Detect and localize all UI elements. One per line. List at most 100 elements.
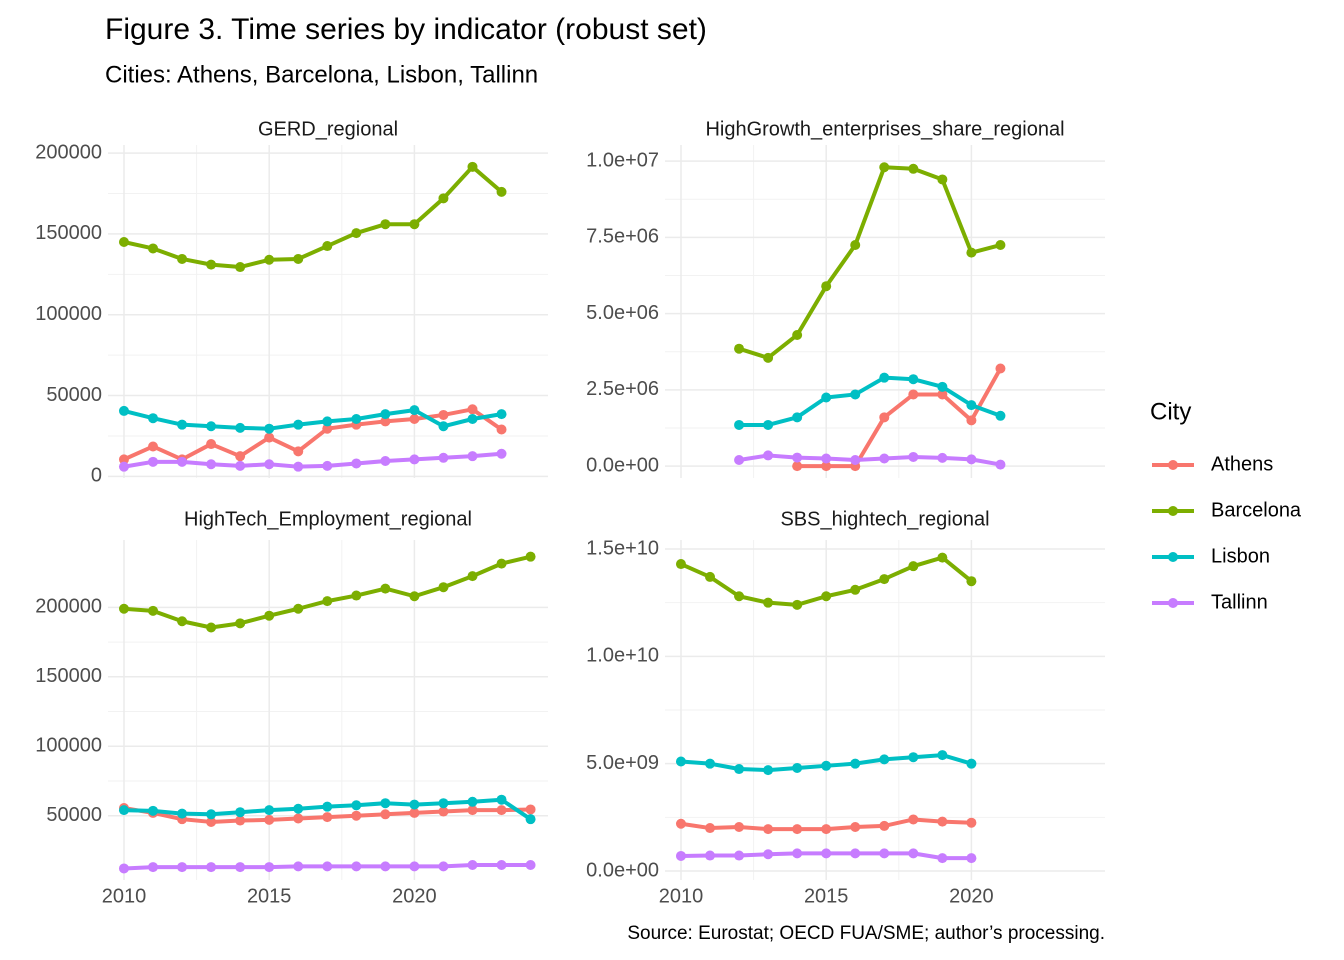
data-point [821, 461, 832, 472]
data-point [496, 186, 507, 197]
data-point [966, 415, 977, 426]
y-tick-label: 200000 [35, 596, 102, 618]
data-point [879, 848, 890, 859]
data-point [496, 558, 507, 569]
data-point [409, 799, 420, 810]
data-point [908, 163, 919, 174]
chart-title: Figure 3. Time series by indicator (robu… [105, 13, 707, 46]
data-point [235, 422, 246, 433]
series-line [738, 453, 1001, 467]
data-point [118, 863, 129, 874]
data-point [148, 456, 159, 467]
data-point [879, 820, 890, 831]
data-point [293, 861, 304, 872]
data-point [177, 419, 188, 430]
data-point [821, 453, 832, 464]
data-point [525, 551, 536, 562]
data-point [380, 809, 391, 820]
data-point [937, 389, 948, 400]
legend-label: Athens [1211, 453, 1273, 475]
data-point [908, 561, 919, 572]
data-point [995, 410, 1006, 421]
data-point [821, 591, 832, 602]
data-point [995, 363, 1006, 374]
data-point [937, 552, 948, 563]
data-point [322, 423, 333, 434]
data-point [235, 815, 246, 826]
data-point [792, 762, 803, 773]
data-point [293, 253, 304, 264]
data-point [118, 805, 129, 816]
data-point [908, 451, 919, 462]
data-point [351, 800, 362, 811]
data-point [763, 597, 774, 608]
data-point [438, 582, 449, 593]
data-point [937, 750, 948, 761]
data-point [705, 758, 716, 769]
legend-title: City [1150, 398, 1191, 425]
data-point [908, 814, 919, 825]
y-tick-label: 0.0e+00 [586, 859, 659, 881]
legend-key-point [1168, 506, 1178, 516]
data-point [792, 824, 803, 835]
y-tick-label: 7.5e+06 [586, 226, 659, 248]
data-point [409, 405, 420, 416]
legend-label: Barcelona [1211, 499, 1302, 521]
data-point [467, 571, 478, 582]
data-point [293, 803, 304, 814]
data-point [850, 584, 861, 595]
data-point [177, 253, 188, 264]
data-point [438, 421, 449, 432]
data-point [293, 419, 304, 430]
x-tick-label: 2020 [392, 885, 437, 907]
data-point [322, 861, 333, 872]
data-point [792, 461, 803, 472]
data-point [264, 814, 275, 825]
data-point [322, 460, 333, 471]
data-point [118, 461, 129, 472]
data-point [734, 850, 745, 861]
x-tick-label: 2020 [949, 885, 994, 907]
data-point [496, 409, 507, 420]
data-point [380, 409, 391, 420]
data-point [763, 450, 774, 461]
data-point [937, 816, 948, 827]
data-point [235, 451, 246, 462]
data-point [293, 603, 304, 614]
data-point [763, 419, 774, 430]
data-point [467, 451, 478, 462]
data-point [438, 806, 449, 817]
data-point [351, 413, 362, 424]
data-point [264, 254, 275, 265]
data-point [380, 861, 391, 872]
y-tick-label: 150000 [35, 222, 102, 244]
data-point [264, 459, 275, 470]
data-point [879, 453, 890, 464]
data-point [821, 760, 832, 771]
data-point [792, 452, 803, 463]
data-point [908, 374, 919, 385]
data-point [937, 452, 948, 463]
y-tick-label: 150000 [35, 665, 102, 687]
facet-title: HighTech_Employment_regional [184, 508, 472, 530]
data-point [322, 596, 333, 607]
data-point [409, 454, 420, 465]
data-point [792, 599, 803, 610]
y-tick-label: 0 [91, 465, 102, 487]
data-point [148, 862, 159, 873]
y-tick-label: 1.5e+10 [586, 537, 659, 559]
data-point [438, 798, 449, 809]
data-point [206, 816, 217, 827]
chart-subtitle: Cities: Athens, Barcelona, Lisbon, Talli… [105, 61, 538, 88]
data-point [675, 818, 686, 829]
data-point [850, 848, 861, 859]
data-point [438, 861, 449, 872]
data-point [409, 861, 420, 872]
legend-key-point [1168, 460, 1178, 470]
data-point [264, 432, 275, 443]
data-point [705, 823, 716, 834]
data-point [351, 590, 362, 601]
legend-key-point [1168, 598, 1178, 608]
data-point [496, 424, 507, 435]
data-point [409, 413, 420, 424]
